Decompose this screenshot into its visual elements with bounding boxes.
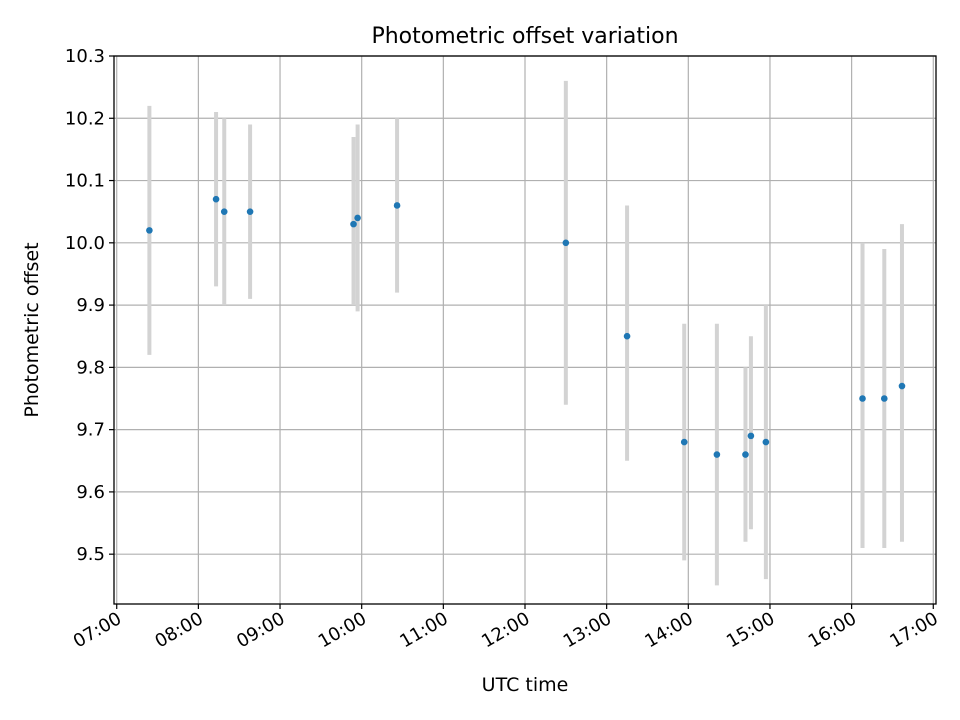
data-point [562, 239, 570, 247]
data-point [859, 395, 866, 402]
data-point [762, 438, 770, 446]
data-points [146, 195, 906, 458]
data-point [354, 214, 361, 222]
data-point [742, 451, 749, 458]
y-axis-title: Photometric offset [21, 242, 43, 417]
data-point [680, 438, 688, 446]
data-point [747, 432, 755, 440]
data-point [898, 382, 906, 390]
data-point [246, 208, 254, 215]
y-tick-label: 10.1 [65, 171, 105, 192]
y-tick-label: 10.0 [65, 233, 105, 254]
data-point [350, 220, 357, 228]
data-point [713, 451, 721, 458]
data-point [212, 195, 220, 203]
chart-title: Photometric offset variation [371, 24, 678, 49]
data-point [623, 332, 631, 340]
x-axis-title: UTC time [482, 674, 569, 696]
data-point [393, 202, 401, 209]
y-tick-label: 10.2 [65, 108, 105, 129]
data-point [220, 208, 228, 215]
data-point [146, 227, 153, 234]
y-tick-label: 9.8 [76, 357, 105, 378]
y-tick-label: 9.7 [76, 420, 105, 441]
data-point [880, 395, 888, 402]
y-tick-label: 10.3 [65, 46, 105, 67]
y-axis-ticks: 9.5 9.6 9.7 9.8 9.9 10.0 10.1 10.2 10.3 [65, 46, 114, 565]
y-tick-label: 9.6 [76, 482, 105, 503]
grid [114, 55, 936, 604]
y-tick-label: 9.5 [76, 544, 105, 565]
y-tick-label: 9.9 [76, 295, 105, 316]
